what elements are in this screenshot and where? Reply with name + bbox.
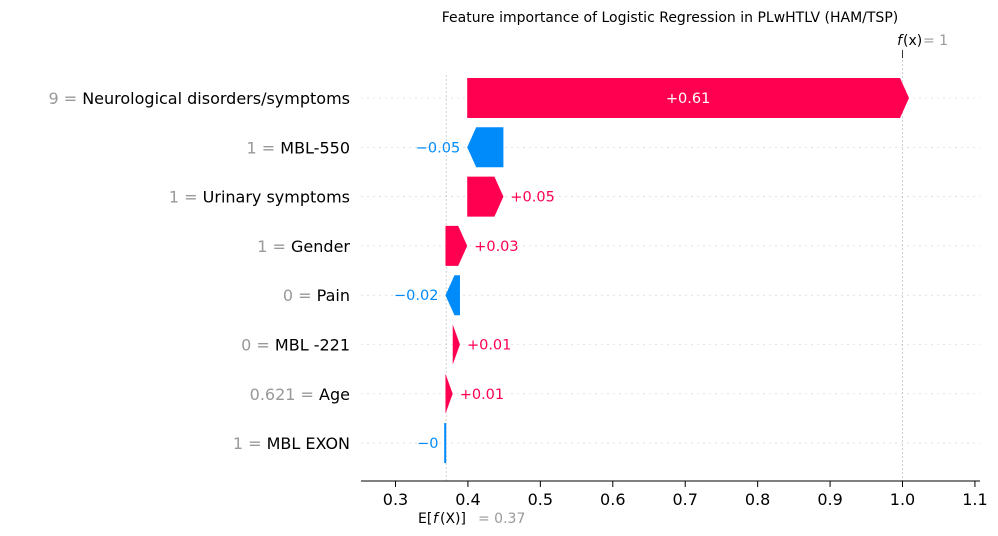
svg-text:(x): (x) [903,33,922,49]
feature-name: Neurological disorders/symptoms [82,89,350,108]
svg-text:f: f [433,511,440,527]
contribution-bar [444,423,447,464]
contribution-bar [467,78,910,118]
feature-value: 1 = [169,188,203,207]
feature-name: Gender [291,237,350,256]
contribution-label: +0.03 [474,239,518,255]
feature-label: 0 = MBL -221 [241,336,350,355]
feature-label: 9 = Neurological disorders/symptoms [48,89,350,108]
plot-area: +0.61 9 = Neurological disorders/symptoms… [48,50,988,509]
contribution-bar [445,225,468,266]
svg-text:f: f [897,33,904,49]
feature-value: 9 = [48,89,82,108]
feature-name: MBL-550 [280,138,350,157]
x-tick-label: 0.8 [745,490,770,509]
contribution-label: +0.05 [510,190,554,206]
feature-label: 1 = Urinary symptoms [169,188,350,207]
x-tick-label: 1.0 [890,490,915,509]
contribution-label: +0.01 [460,387,504,403]
contribution-label: +0.01 [467,338,511,354]
feature-value: 1 = [233,434,267,453]
feature-value: 1 = [257,237,291,256]
contribution-bar [445,373,453,414]
svg-text:E[: E[ [418,511,432,527]
base-value-label: = 0.37 [478,511,525,527]
final-value-annotation: f (x) = 1 [897,33,948,49]
feature-value: 0 = [283,286,317,305]
feature-label: 0.621 = Age [250,385,350,404]
contribution-label: −0.02 [394,288,438,304]
feature-label: 1 = MBL-550 [247,138,351,157]
feature-value: 0.621 = [250,385,319,404]
feature-name: MBL EXON [267,434,350,453]
base-value-annotation: E[ f (X)] = 0.37 [418,511,525,527]
x-tick-label: 0.7 [672,490,697,509]
svg-text:(X)]: (X)] [440,511,466,527]
contribution-label: −0.05 [416,140,460,156]
contribution-bar [467,127,504,168]
feature-name: Age [319,385,350,404]
contribution-label: −0 [417,436,438,452]
x-tick-label: 0.3 [383,490,408,509]
x-tick-label: 0.6 [600,490,625,509]
feature-name: Pain [317,286,350,305]
x-tick-label: 0.9 [817,490,842,509]
chart-title: Feature importance of Logistic Regressio… [442,10,898,26]
final-value-label: = 1 [923,33,948,49]
x-tick-label: 0.5 [528,490,553,509]
feature-value: 1 = [247,138,281,157]
contribution-bar [452,324,460,365]
feature-name: Urinary symptoms [203,188,350,207]
contribution-label: +0.61 [666,91,710,107]
feature-label: 1 = MBL EXON [233,434,350,453]
x-tick-label: 1.1 [962,490,987,509]
feature-label: 0 = Pain [283,286,350,305]
feature-name: MBL -221 [275,336,350,355]
feature-label: 1 = Gender [257,237,350,256]
x-tick-label: 0.4 [455,490,480,509]
contribution-bar [467,176,504,217]
feature-value: 0 = [241,336,275,355]
contribution-bar [445,275,460,316]
